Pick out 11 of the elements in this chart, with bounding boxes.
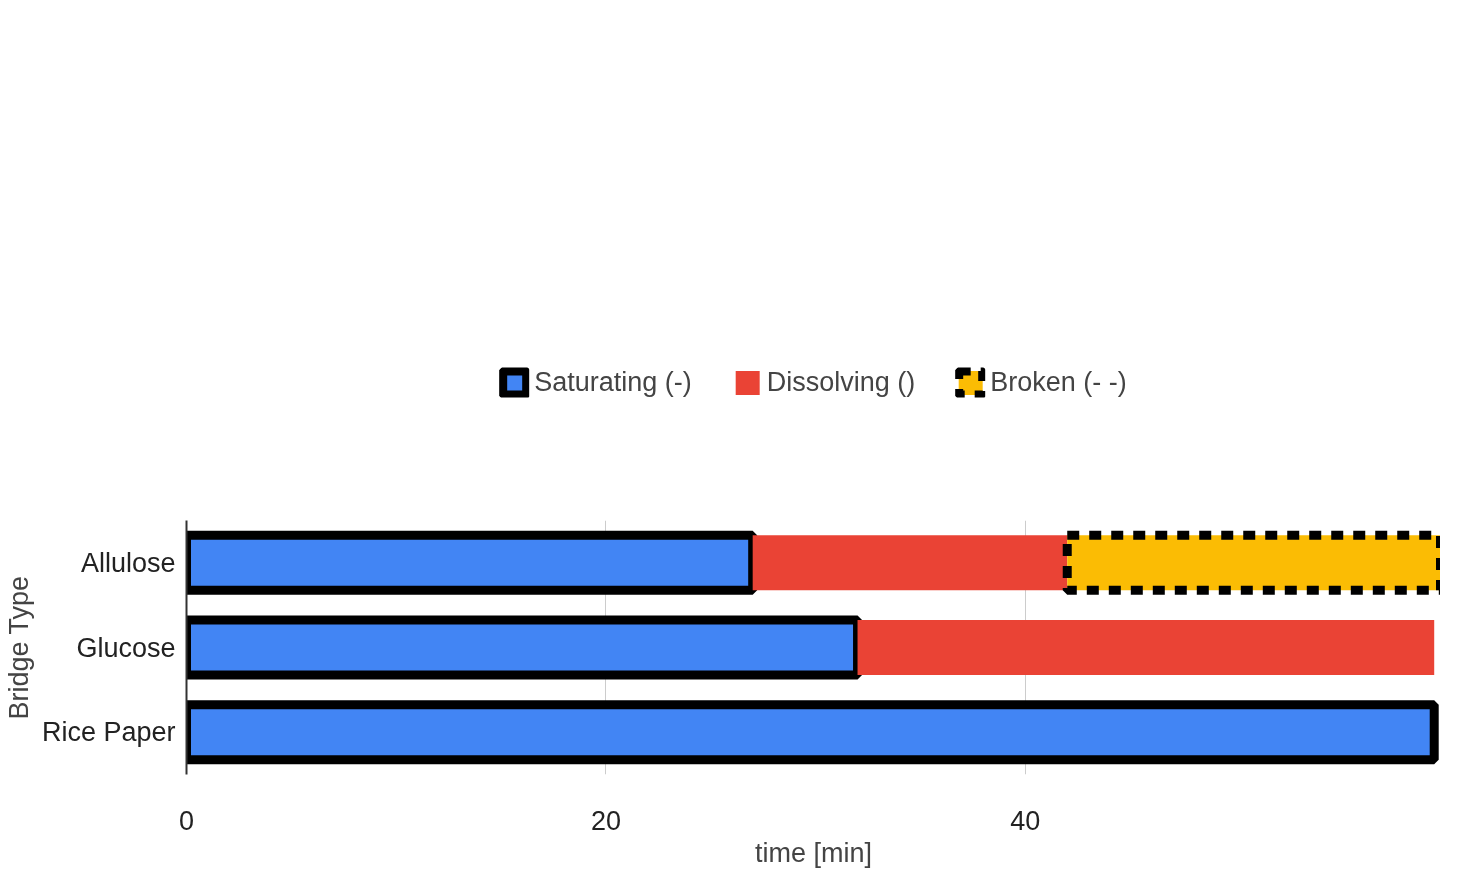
x-tick-label: 20 xyxy=(590,805,621,836)
legend-label: Saturating (-) xyxy=(534,366,692,398)
legend-label: Broken (- -) xyxy=(990,366,1127,398)
x-axis-title: time [min] xyxy=(754,837,873,868)
y-tick-label: Rice Paper xyxy=(41,717,176,748)
y-tick-label: Glucose xyxy=(76,632,176,663)
legend-label: Dissolving () xyxy=(766,366,916,398)
y-tick-label: Allulose xyxy=(80,547,176,578)
y-axis-title: Bridge Type xyxy=(3,575,34,720)
x-tick-label: 0 xyxy=(178,805,195,836)
x-tick-label: 40 xyxy=(1010,805,1041,836)
